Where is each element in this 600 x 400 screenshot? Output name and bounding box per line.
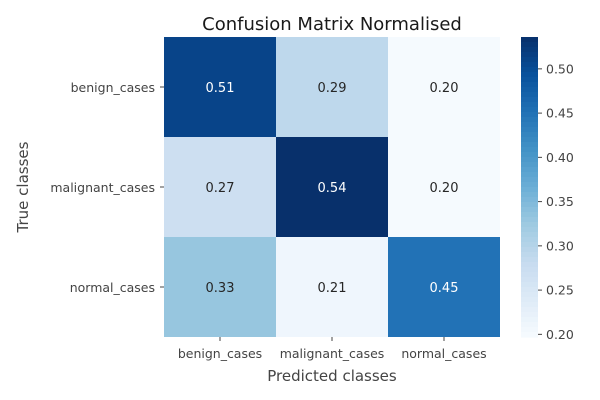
cell-value-label: 0.20	[430, 181, 459, 196]
colorbar-segment	[521, 72, 538, 78]
colorbar-segment	[521, 152, 538, 158]
colorbar-segment	[521, 37, 538, 43]
colorbar-segment	[521, 202, 538, 208]
heatmap-cell	[164, 37, 276, 137]
colorbar-segment	[521, 312, 538, 318]
colorbar-segment	[521, 62, 538, 68]
heatmap-cells: 0.51 0.29 0.20 0.27 0.54 0.20 0.33 0.21 0.45	[164, 37, 500, 337]
heatmap-cell	[388, 37, 500, 137]
colorbar-segment	[521, 262, 538, 268]
heatmap-cell	[276, 237, 388, 337]
colorbar-tick-label: 0.50	[546, 61, 574, 76]
cell-value-label: 0.21	[318, 281, 347, 296]
colorbar-segment	[521, 157, 538, 163]
colorbar-segment	[521, 252, 538, 258]
colorbar-tick-label: 0.25	[546, 283, 574, 298]
colorbar-segment	[521, 92, 538, 98]
heatmap-cell	[276, 137, 388, 237]
colorbar-segment	[521, 107, 538, 113]
cell-value-label: 0.29	[318, 81, 347, 96]
colorbar-segment	[521, 272, 538, 278]
cell-value-label: 0.51	[206, 81, 235, 96]
colorbar-segment	[521, 97, 538, 103]
heatmap-cell	[388, 237, 500, 337]
colorbar-segment	[521, 67, 538, 73]
colorbar-segment	[521, 172, 538, 178]
heatmap-cell	[164, 137, 276, 237]
cell-value-label: 0.54	[318, 181, 347, 196]
colorbar-segment	[521, 82, 538, 88]
colorbar-segment	[521, 127, 538, 133]
colorbar-segment	[521, 142, 538, 148]
colorbar-segment	[521, 282, 538, 288]
colorbar-segment	[521, 132, 538, 138]
y-axis-label: True classes	[14, 141, 32, 233]
x-tick-label: malignant_cases	[280, 346, 385, 361]
y-tick-labels: benign_cases malignant_cases normal_cases	[50, 80, 164, 295]
colorbar-segment	[521, 57, 538, 63]
y-tick-label: malignant_cases	[50, 180, 155, 195]
colorbar-segment	[521, 292, 538, 298]
colorbar-segment	[521, 227, 538, 233]
colorbar-segment	[521, 247, 538, 253]
colorbar-segment	[521, 77, 538, 83]
colorbar-segment	[521, 42, 538, 48]
colorbar-segment	[521, 197, 538, 203]
colorbar-segment	[521, 317, 538, 323]
x-axis-label: Predicted classes	[267, 367, 397, 385]
colorbar-segment	[521, 47, 538, 53]
colorbar-segment	[521, 322, 538, 328]
cell-value-label: 0.27	[206, 181, 235, 196]
colorbar-segment	[521, 332, 538, 338]
colorbar-segment	[521, 117, 538, 123]
colorbar-tick-label: 0.45	[546, 106, 574, 121]
heatmap-cell	[276, 37, 388, 137]
colorbar-segment	[521, 257, 538, 263]
colorbar-segment	[521, 167, 538, 173]
colorbar-segment	[521, 302, 538, 308]
colorbar: 0.20 0.25 0.30 0.35 0.40 0.45 0.50	[521, 37, 574, 342]
heatmap-cell	[164, 237, 276, 337]
colorbar-tick-label: 0.40	[546, 150, 574, 165]
colorbar-segment	[521, 182, 538, 188]
chart-title: Confusion Matrix Normalised	[202, 14, 462, 35]
colorbar-segment	[521, 177, 538, 183]
colorbar-segment	[521, 52, 538, 58]
colorbar-segment	[521, 297, 538, 303]
colorbar-segment	[521, 237, 538, 243]
colorbar-segment	[521, 102, 538, 108]
colorbar-segment	[521, 242, 538, 248]
y-tick-label: benign_cases	[71, 80, 155, 95]
colorbar-tick-label: 0.20	[546, 327, 574, 342]
colorbar-segment	[521, 187, 538, 193]
x-tick-labels: benign_cases malignant_cases normal_cases	[178, 337, 487, 361]
colorbar-segment	[521, 277, 538, 283]
colorbar-segment	[521, 267, 538, 273]
x-tick-label: benign_cases	[178, 346, 262, 361]
cell-value-label: 0.20	[430, 81, 459, 96]
colorbar-segment	[521, 162, 538, 168]
colorbar-segment	[521, 307, 538, 313]
colorbar-segment	[521, 122, 538, 128]
cell-value-label: 0.33	[206, 281, 235, 296]
y-tick-label: normal_cases	[70, 280, 155, 295]
colorbar-segment	[521, 87, 538, 93]
colorbar-segment	[521, 327, 538, 333]
colorbar-segment	[521, 137, 538, 143]
x-tick-label: normal_cases	[401, 346, 486, 361]
colorbar-segment	[521, 147, 538, 153]
cell-value-label: 0.45	[430, 281, 459, 296]
colorbar-segment	[521, 192, 538, 198]
colorbar-tick-label: 0.35	[546, 194, 574, 209]
heatmap-cell	[388, 137, 500, 237]
colorbar-segment	[521, 212, 538, 218]
colorbar-segment	[521, 287, 538, 293]
colorbar-segment	[521, 222, 538, 228]
colorbar-segment	[521, 207, 538, 213]
colorbar-tick-label: 0.30	[546, 238, 574, 253]
colorbar-segment	[521, 217, 538, 223]
colorbar-segment	[521, 232, 538, 238]
colorbar-segment	[521, 112, 538, 118]
